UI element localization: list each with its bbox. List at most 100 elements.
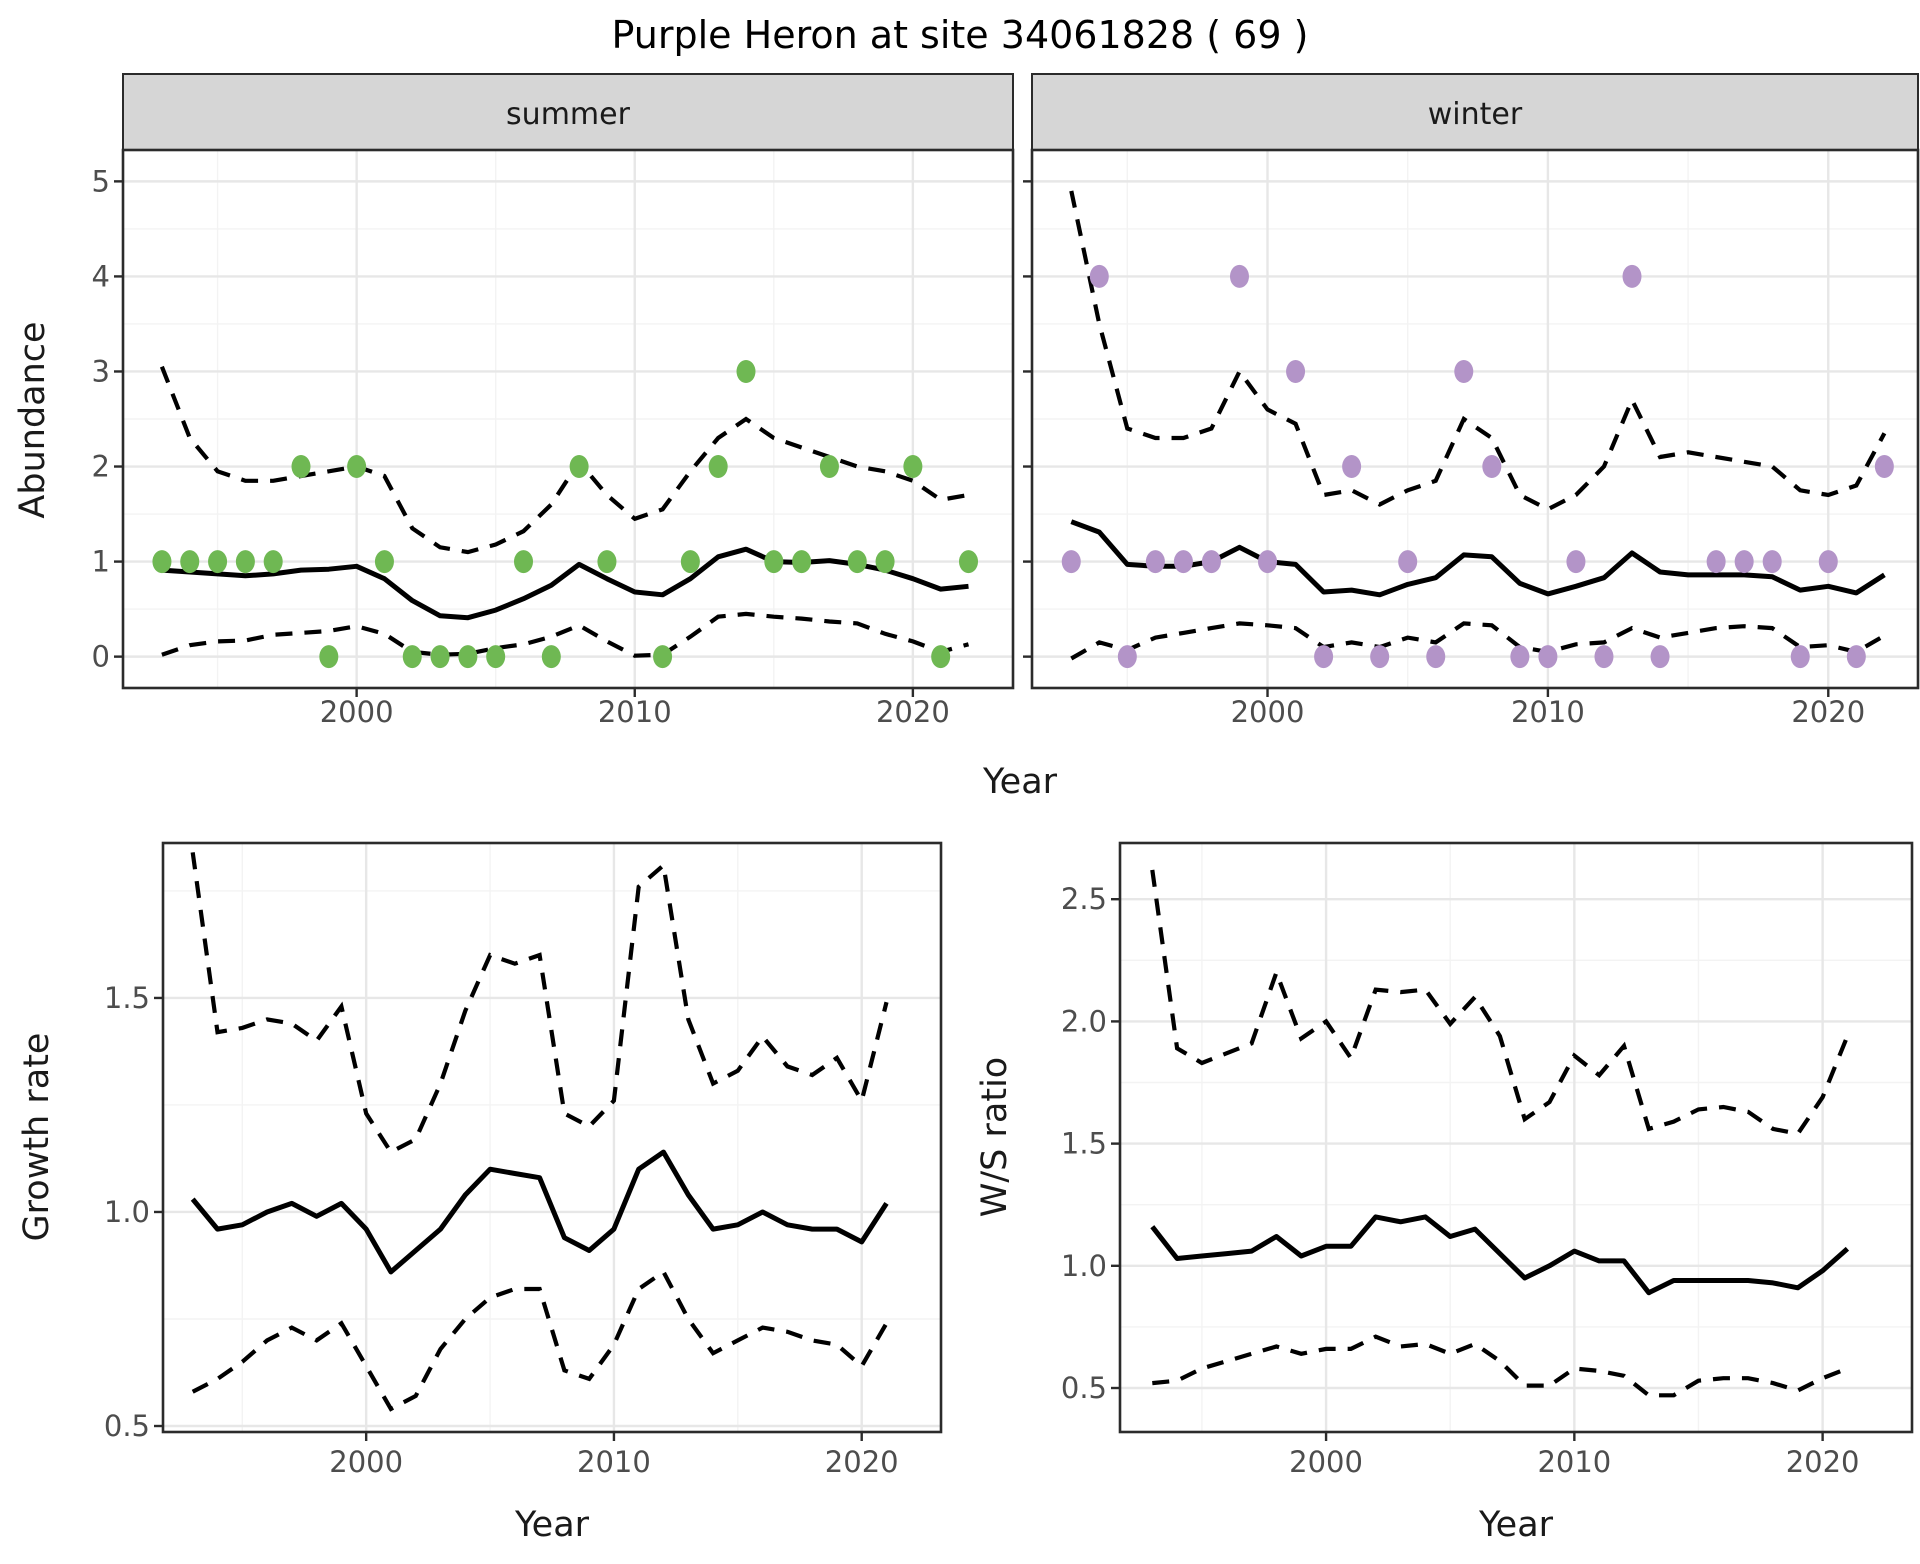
data-point — [1201, 550, 1221, 574]
data-point — [1482, 455, 1502, 479]
x-tick-label: 2010 — [598, 695, 672, 729]
data-point — [875, 550, 895, 574]
lower-ci-line — [191, 1268, 889, 1412]
mean-line — [1150, 1214, 1850, 1296]
data-point — [764, 550, 784, 574]
facet-strip-winter-label: winter — [1428, 97, 1523, 132]
data-point — [1538, 645, 1558, 669]
facet-strip-summer-label: summer — [506, 97, 631, 132]
upper-ci-line — [159, 365, 969, 555]
panel-border — [1118, 841, 1914, 1434]
data-point — [1258, 550, 1278, 574]
panel-border — [1030, 148, 1920, 690]
facet-strip-summer: summer — [122, 73, 1014, 151]
x-tick-label: 2000 — [329, 1445, 403, 1479]
panel-abundance_summer: 2000 2010 2020 0 1 2 3 4 5 — [92, 148, 1015, 729]
y-tick-label: 1.0 — [1061, 1249, 1107, 1283]
upper-ci-line — [190, 852, 889, 1155]
y-tick-label: 2.0 — [1061, 1004, 1107, 1038]
data-point — [1342, 455, 1362, 479]
y-tick-label: 0.5 — [104, 1409, 150, 1443]
data-point — [959, 550, 978, 574]
data-point — [1650, 645, 1670, 669]
year-axis-title-top: Year — [982, 762, 1058, 802]
data-point — [1061, 550, 1081, 574]
x-tick-label: 2020 — [1791, 695, 1865, 729]
data-point — [680, 550, 700, 574]
data-point — [208, 550, 228, 574]
data-point — [903, 455, 923, 479]
data-point — [235, 550, 255, 574]
mean-line — [161, 546, 969, 621]
chart-title: Purple Heron at site 34061828 ( 69 ) — [612, 13, 1309, 57]
data-point — [458, 645, 478, 669]
data-point — [1706, 550, 1726, 574]
data-point — [1117, 645, 1137, 669]
mean-line — [190, 1149, 889, 1275]
panel-growth_rate: 2000 2010 2020 0.5 1.0 1.5 — [104, 841, 943, 1479]
data-point — [708, 455, 728, 479]
y-tick-label: 0 — [92, 640, 110, 674]
panel-border — [121, 148, 1015, 690]
data-point — [486, 645, 506, 669]
panel-ws_ratio: 2000 2010 2020 0.5 1.0 1.5 2.0 2.5 — [1061, 841, 1914, 1479]
y-tick-label: 1.0 — [104, 1195, 150, 1229]
x-tick-label: 2020 — [825, 1445, 899, 1479]
year-axis-title-bottom-right: Year — [1478, 1505, 1554, 1545]
data-point — [597, 550, 617, 574]
data-point — [263, 550, 283, 574]
panel-abundance_winter: 2000 2010 2020 — [1023, 148, 1920, 729]
x-tick-label: 2010 — [1511, 695, 1585, 729]
panel-bg — [1120, 843, 1912, 1432]
data-point — [430, 645, 450, 669]
x-tick-label: 2000 — [320, 695, 394, 729]
y-tick-label: 1.5 — [1061, 1127, 1107, 1161]
facet-strip-winter-bg — [1031, 73, 1919, 151]
data-point — [541, 645, 561, 669]
year-axis-title-bottom-left: Year — [514, 1505, 590, 1545]
upper-ci-line — [1069, 190, 1887, 512]
data-point — [347, 455, 367, 479]
data-point — [1370, 645, 1390, 669]
data-point — [792, 550, 812, 574]
data-point — [152, 550, 172, 574]
y-tick-label: 3 — [92, 354, 110, 388]
data-point — [1790, 645, 1810, 669]
data-point — [1398, 550, 1418, 574]
data-point — [291, 455, 311, 479]
x-tick-label: 2020 — [1786, 1445, 1860, 1479]
data-point — [374, 550, 394, 574]
data-point — [1314, 645, 1334, 669]
x-tick-label: 2010 — [1537, 1445, 1611, 1479]
data-point — [319, 645, 339, 669]
y-tick-label: 0.5 — [1061, 1371, 1107, 1405]
data-point — [1510, 645, 1530, 669]
data-point — [1229, 264, 1249, 288]
data-point — [931, 645, 951, 669]
data-point — [653, 645, 673, 669]
ws-ratio-axis-title: W/S ratio — [975, 1057, 1015, 1217]
facet-strip-summer-bg — [122, 73, 1014, 151]
data-point — [1846, 645, 1866, 669]
growth-rate-axis-title: Growth rate — [17, 1033, 57, 1242]
data-point — [819, 455, 839, 479]
data-point — [847, 550, 867, 574]
facet-strip-winter: winter — [1031, 73, 1919, 151]
x-tick-label: 2020 — [876, 695, 950, 729]
y-tick-label: 1.5 — [104, 981, 150, 1015]
data-point — [1818, 550, 1838, 574]
data-point — [1089, 264, 1109, 288]
data-point — [1286, 359, 1306, 383]
y-tick-label: 2.5 — [1061, 882, 1107, 916]
data-point — [1734, 550, 1754, 574]
data-point — [1566, 550, 1586, 574]
data-point — [1874, 455, 1894, 479]
upper-ci-line — [1150, 869, 1850, 1137]
x-tick-label: 2000 — [1231, 695, 1305, 729]
y-tick-label: 1 — [92, 545, 110, 579]
x-tick-label: 2000 — [1289, 1445, 1363, 1479]
data-point — [1622, 264, 1642, 288]
